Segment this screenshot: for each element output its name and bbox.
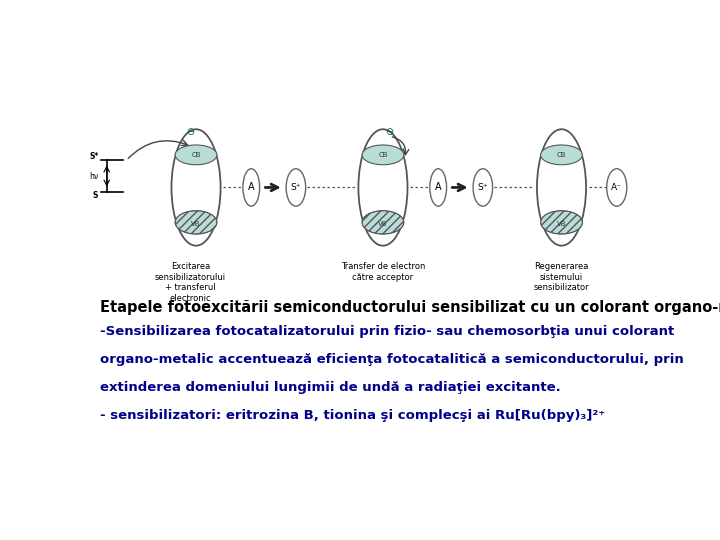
Ellipse shape <box>541 211 582 234</box>
Text: CB: CB <box>557 152 566 158</box>
Ellipse shape <box>359 129 408 246</box>
Text: A: A <box>435 183 441 192</box>
Text: CB: CB <box>192 152 201 158</box>
Text: ⊖: ⊖ <box>186 127 194 137</box>
Text: S: S <box>93 191 99 200</box>
Text: Excitarea
sensibilizatorului
+ transferul
electronic: Excitarea sensibilizatorului + transferu… <box>155 262 226 302</box>
Ellipse shape <box>541 145 582 165</box>
Text: Transfer de electron
către acceptor: Transfer de electron către acceptor <box>341 262 425 282</box>
Text: A⁻: A⁻ <box>611 183 622 192</box>
Ellipse shape <box>362 211 404 234</box>
Text: extinderea domeniului lungimii de undă a radiaţiei excitante.: extinderea domeniului lungimii de undă a… <box>100 381 561 394</box>
Ellipse shape <box>537 129 586 246</box>
Text: VB: VB <box>378 221 387 227</box>
Ellipse shape <box>607 168 627 206</box>
Ellipse shape <box>362 145 404 165</box>
Text: S⁺: S⁺ <box>477 183 488 192</box>
Ellipse shape <box>175 211 217 234</box>
Text: S⁺: S⁺ <box>291 183 301 192</box>
Text: -Sensibilizarea fotocatalizatorului prin fizio- sau chemosorbţia unui colorant: -Sensibilizarea fotocatalizatorului prin… <box>100 325 675 338</box>
Text: ⊖: ⊖ <box>386 127 394 137</box>
Text: A: A <box>248 183 255 192</box>
Ellipse shape <box>430 168 446 206</box>
Text: hν: hν <box>89 172 99 180</box>
Text: - sensibilizatori: eritrozina B, tionina şi complecşi ai Ru[Ru(bpy)₃]²⁺: - sensibilizatori: eritrozina B, tionina… <box>100 409 606 422</box>
Text: CB: CB <box>378 152 387 158</box>
Ellipse shape <box>171 129 220 246</box>
Text: Etapele fotoexcitării semiconductorului sensibilizat cu un colorant organo-metal: Etapele fotoexcitării semiconductorului … <box>100 300 720 315</box>
Ellipse shape <box>286 168 306 206</box>
Text: S*: S* <box>89 152 99 161</box>
Ellipse shape <box>473 168 492 206</box>
Text: VB: VB <box>192 221 201 227</box>
Text: Regenerarea
sistemului
sensibilizator: Regenerarea sistemului sensibilizator <box>534 262 590 292</box>
Ellipse shape <box>243 168 260 206</box>
Text: organo-metalic accentuează eficienţa fotocatalitică a semiconductorului, prin: organo-metalic accentuează eficienţa fot… <box>100 353 684 366</box>
Ellipse shape <box>175 145 217 165</box>
Text: VB: VB <box>557 221 566 227</box>
